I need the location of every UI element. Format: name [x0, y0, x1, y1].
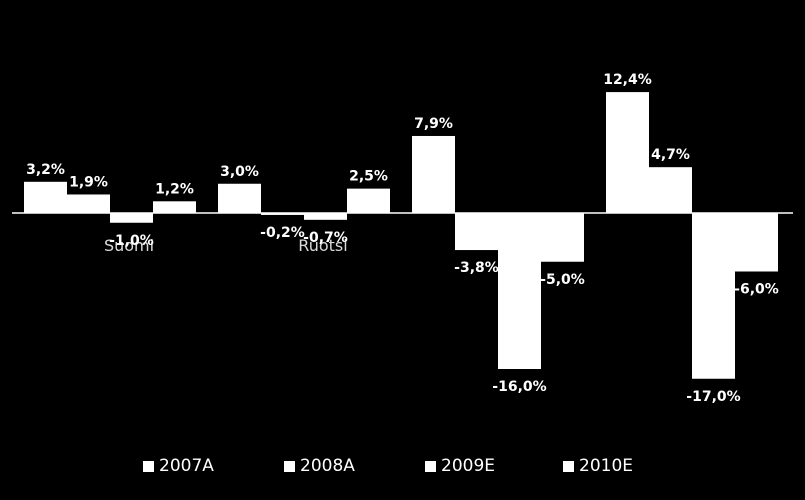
- legend-label: 2007A: [159, 456, 214, 476]
- chart-plot: SuomiRuotsiLiet3,2%3,0%7,9%12,4%1,9%-0,2…: [12, 72, 793, 405]
- bar-2010e-viro: [541, 213, 584, 262]
- data-label: 1,2%: [155, 181, 194, 197]
- data-label: -6,0%: [734, 282, 779, 298]
- bar-2008a-viro: [455, 213, 498, 251]
- bar-2008a-ruotsi: [261, 213, 304, 215]
- legend-label: 2008A: [300, 456, 355, 476]
- data-label: 3,2%: [26, 162, 65, 178]
- legend-swatch: [284, 460, 295, 472]
- data-label: -16,0%: [492, 379, 546, 395]
- bar-2007a-ruotsi: [218, 183, 261, 213]
- legend-item-2007a: 2007A: [143, 453, 214, 479]
- bar-2007a-liettua: [606, 92, 649, 213]
- legend-swatch: [563, 460, 574, 472]
- legend-label: 2009E: [441, 456, 496, 476]
- data-label: -17,0%: [686, 389, 740, 405]
- legend-item-2008a: 2008A: [284, 453, 355, 479]
- legend-swatch: [143, 460, 154, 472]
- bar-2007a-suomi: [24, 181, 67, 213]
- data-label: 3,0%: [220, 164, 259, 180]
- bar-2009e-viro: [498, 213, 541, 369]
- bar-2008a-suomi: [67, 194, 110, 213]
- data-label: -0,7%: [303, 230, 348, 246]
- data-label: 1,9%: [69, 174, 108, 190]
- category-label: Suomi: [104, 236, 154, 255]
- bar-2009e-suomi: [110, 213, 153, 223]
- chart-legend: 2007A 2008A 2009E 2010E: [0, 453, 805, 479]
- data-label: -5,0%: [540, 272, 585, 288]
- legend-item-2009e: 2009E: [425, 453, 495, 479]
- bar-2010e-suomi: [153, 201, 196, 213]
- data-label: -0,2%: [260, 225, 305, 241]
- bar-2009e-liettua: [692, 213, 735, 379]
- bar-2007a-viro: [412, 135, 455, 213]
- data-label: -3,8%: [454, 260, 499, 276]
- data-label: 12,4%: [603, 72, 652, 88]
- bar-2010e-liettua: [735, 213, 778, 272]
- legend-label: 2010E: [579, 456, 634, 476]
- data-label: 7,9%: [414, 116, 453, 132]
- data-label: 2,5%: [349, 169, 388, 185]
- legend-swatch: [425, 460, 436, 472]
- bar-2009e-ruotsi: [304, 213, 347, 220]
- category-label: Ruotsi: [298, 236, 347, 255]
- data-label: 4,7%: [651, 147, 690, 163]
- bar-2008a-liettua: [649, 167, 692, 213]
- legend-item-2010e: 2010E: [563, 453, 633, 479]
- bar-2010e-ruotsi: [347, 188, 390, 213]
- data-label: -1,0%: [109, 233, 154, 249]
